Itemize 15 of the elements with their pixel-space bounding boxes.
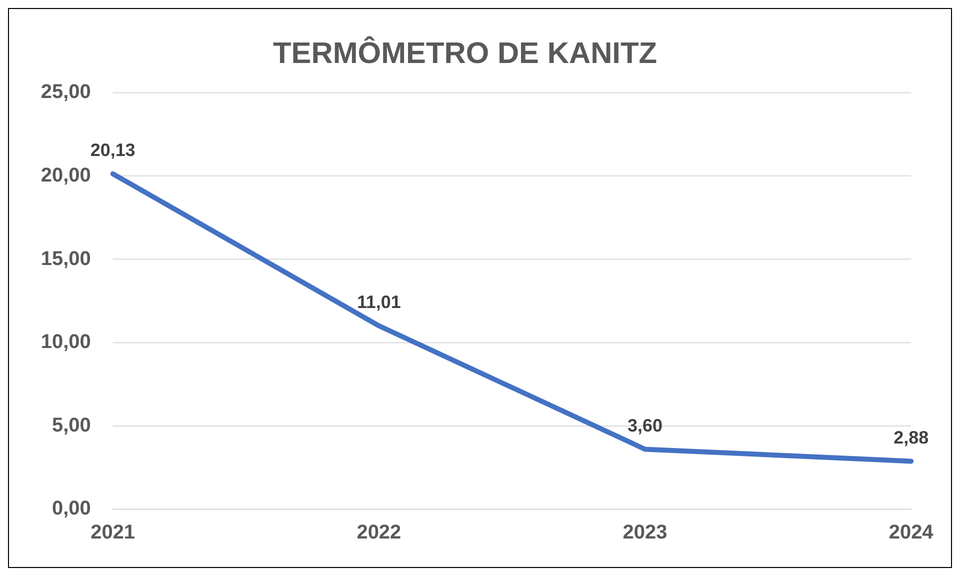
data-label: 2,88 [894, 427, 929, 448]
data-label: 20,13 [90, 140, 136, 160]
y-tick-label: 25,00 [40, 81, 91, 104]
data-label: 3,60 [628, 415, 662, 436]
x-tick-label: 2021 [90, 522, 136, 544]
y-tick-label: 15,00 [40, 248, 91, 270]
data-label: 11,01 [356, 292, 401, 312]
y-tick-label: 20,00 [40, 164, 91, 186]
y-tick-label: 10,00 [40, 331, 91, 354]
chart-title: TERMÔMETRO DE KANITZ [273, 36, 658, 70]
x-tick-label: 2023 [622, 522, 668, 544]
x-tick-label: 2024 [888, 522, 934, 544]
y-tick-label: 5,00 [52, 414, 91, 436]
x-tick-label: 2022 [356, 522, 402, 544]
y-tick-label: 0,00 [52, 498, 91, 520]
